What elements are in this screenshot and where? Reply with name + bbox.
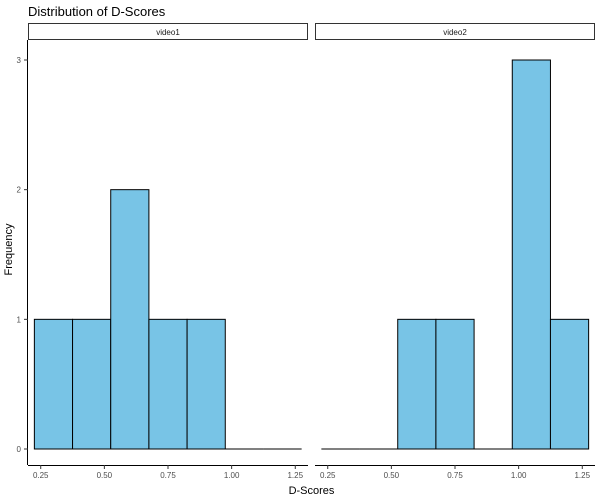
facet-panel-video2: video2 0.25 0.50 0.75 1.00 1.25 [315,23,595,480]
facet-strip-label: video2 [443,28,467,37]
facet-strip [28,23,308,40]
x-tick-label: 0.25 [33,471,49,480]
facet-panel-video1: video1 0.25 0.50 0.75 1.00 1.25 0 1 2 3 [17,23,308,480]
histogram-bar [186,318,226,450]
facet-panels: video1 0.25 0.50 0.75 1.00 1.25 0 1 2 3 video2 0.25… [17,23,595,480]
y-tick-label: 0 [17,445,22,454]
histogram-bar [110,189,150,450]
x-tick-label: 0.50 [384,471,400,480]
y-tick-label: 2 [17,186,22,195]
histogram-bar [33,318,74,450]
y-tick-label: 1 [17,315,22,324]
x-axis-title: D-Scores [289,485,335,497]
x-tick-label: 1.25 [574,471,590,480]
facet-strip [315,23,595,40]
x-tick-label: 1.00 [511,471,527,480]
chart-title: Distribution of D-Scores [28,4,166,19]
x-tick-label: 0.50 [97,471,113,480]
histogram-bar [397,318,437,450]
histogram-bar [511,59,551,450]
histogram-bar [148,318,188,450]
x-tick-label: 0.25 [320,471,336,480]
facet-strip-label: video1 [156,28,180,37]
x-tick-label: 1.00 [224,471,240,480]
x-tick-label: 0.75 [447,471,463,480]
y-axis-title: Frequency [3,223,15,275]
histogram-bar [435,318,475,450]
histogram-bar [549,318,590,450]
x-tick-label: 1.25 [287,471,303,480]
y-tick-label: 3 [17,56,22,65]
histogram-bar [72,318,112,450]
x-tick-label: 0.75 [160,471,176,480]
